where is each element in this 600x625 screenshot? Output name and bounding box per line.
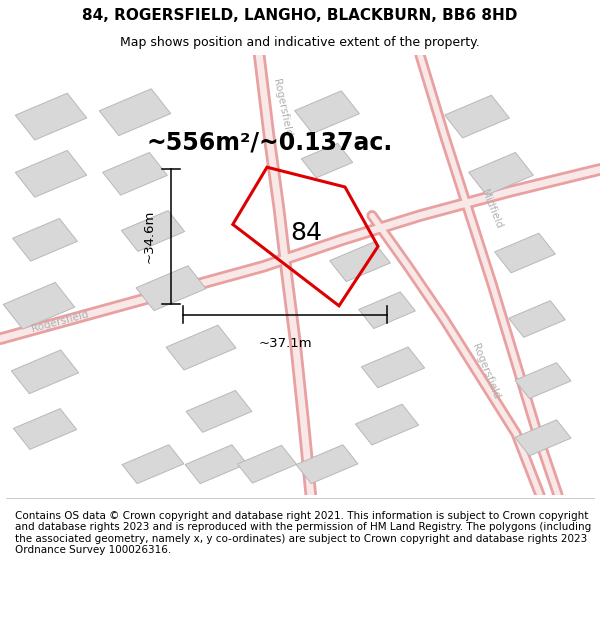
Text: ~37.1m: ~37.1m [258,337,312,349]
Polygon shape [121,211,185,251]
Text: 84, ROGERSFIELD, LANGHO, BLACKBURN, BB6 8HD: 84, ROGERSFIELD, LANGHO, BLACKBURN, BB6 … [82,8,518,23]
Polygon shape [185,445,247,484]
Polygon shape [13,409,77,449]
Polygon shape [3,282,75,329]
Polygon shape [509,301,565,338]
Polygon shape [361,347,425,388]
Text: Midfield: Midfield [479,188,505,230]
Polygon shape [469,152,533,195]
Polygon shape [166,325,236,370]
Polygon shape [295,91,359,134]
Text: Map shows position and indicative extent of the property.: Map shows position and indicative extent… [120,36,480,49]
Text: Contains OS data © Crown copyright and database right 2021. This information is : Contains OS data © Crown copyright and d… [15,511,591,556]
Text: ~556m²/~0.137ac.: ~556m²/~0.137ac. [147,131,393,155]
Polygon shape [359,292,415,329]
Polygon shape [186,391,252,432]
Polygon shape [301,143,353,178]
Polygon shape [15,151,87,197]
Text: Rogersfield: Rogersfield [31,309,89,334]
Polygon shape [103,152,167,195]
Polygon shape [15,93,87,140]
Polygon shape [329,242,391,282]
Polygon shape [99,89,171,136]
Polygon shape [11,350,79,394]
Text: ~34.6m: ~34.6m [143,210,156,263]
Polygon shape [122,445,184,484]
Text: Rogersfield: Rogersfield [271,78,293,138]
Polygon shape [515,362,571,399]
Polygon shape [355,404,419,445]
Polygon shape [445,95,509,138]
Text: Rogersfield: Rogersfield [470,342,502,401]
Polygon shape [494,233,556,273]
Polygon shape [136,266,206,311]
Polygon shape [13,219,77,261]
Polygon shape [515,420,571,456]
Polygon shape [238,446,296,483]
Polygon shape [296,445,358,484]
Text: 84: 84 [290,221,322,245]
